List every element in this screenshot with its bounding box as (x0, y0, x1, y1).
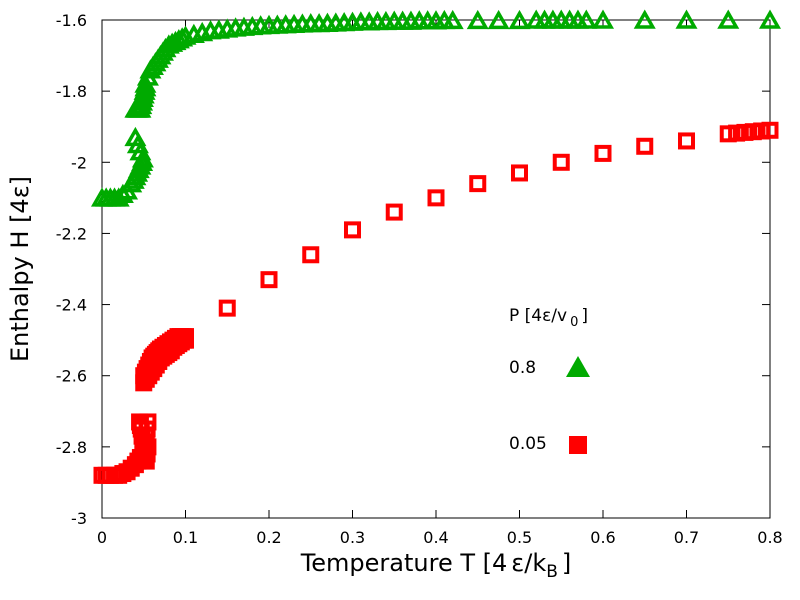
legend: P [4ε/v 0] 0.8 0.05 (509, 306, 590, 454)
x-tick-label: 0.3 (340, 528, 365, 547)
data-point-square (636, 137, 654, 155)
x-axis-label-sub: B (546, 562, 558, 582)
data-point-triangle (717, 9, 740, 29)
y-tick-label: -2.6 (56, 367, 87, 386)
data-point-triangle (131, 148, 154, 168)
x-tick-label: 0.8 (757, 528, 782, 547)
data-point-triangle (591, 9, 615, 29)
data-point-triangle (134, 77, 157, 97)
data-point-triangle (575, 9, 598, 29)
legend-label-0-05: 0.05 (509, 434, 547, 454)
data-point-square (594, 144, 612, 162)
x-tick-label: 0.2 (256, 528, 281, 547)
x-tick-label: 0.6 (590, 528, 615, 547)
x-axis-label-slash: /k (524, 549, 546, 577)
legend-marker-square (569, 436, 587, 454)
data-point-square (344, 221, 361, 239)
data-point-triangle (508, 9, 531, 30)
legend-title-sub: 0 (570, 315, 578, 330)
x-axis-label-main: Temperature T [4 (300, 549, 508, 577)
x-tick-label: 0.5 (507, 528, 532, 547)
legend-title-close: ] (581, 306, 588, 326)
data-point-triangle (633, 9, 656, 29)
legend-title: P [4ε/v 0] (509, 306, 588, 330)
y-tick-label: -1.6 (56, 11, 87, 30)
data-point-triangle (167, 29, 190, 49)
y-tick-label: -1.8 (56, 82, 87, 101)
series-layer (90, 9, 782, 484)
legend-label-0-8: 0.8 (509, 358, 536, 378)
data-point-square (761, 121, 779, 139)
data-point-square (177, 331, 194, 349)
data-point-square (218, 299, 236, 317)
series-triangle (90, 9, 782, 207)
data-point-square (511, 164, 528, 182)
data-point-square (131, 413, 149, 431)
data-point-square (260, 271, 278, 289)
plot-frame (101, 19, 771, 519)
data-point-square (427, 189, 445, 207)
data-point-triangle (441, 9, 464, 30)
x-ticks: 0 0.1 0.2 0.3 0.4 0.5 0.6 0.7 0.8 (97, 20, 783, 547)
y-tick-label: -3 (71, 509, 87, 528)
data-point-triangle (758, 9, 782, 29)
y-tick-label: -2.4 (56, 296, 87, 315)
legend-marker-triangle (566, 356, 590, 377)
data-point-square (385, 203, 403, 221)
data-point-square (678, 132, 695, 150)
data-point-triangle (111, 183, 134, 204)
data-point-square (469, 175, 487, 193)
y-tick-label: -2.8 (56, 438, 87, 457)
series-square (93, 121, 779, 484)
x-tick-label: 0.7 (674, 528, 699, 547)
data-point-square (302, 246, 320, 264)
x-axis-label-close: ] (562, 549, 571, 577)
data-point-triangle (675, 9, 698, 29)
x-axis-label: Temperature T [4 ε/kB] (300, 549, 572, 582)
x-tick-label: 0 (97, 528, 107, 547)
y-ticks: -3 -2.8 -2.6 -2.4 -2.2 -2 -1.8 -1.6 (56, 11, 770, 528)
data-point-triangle (466, 9, 489, 30)
x-axis-label-eps: ε (511, 549, 524, 577)
y-axis-label: Enthalpy H [4ε] (6, 176, 34, 362)
x-tick-label: 0.4 (423, 528, 448, 547)
data-point-triangle (487, 9, 510, 30)
x-tick-label: 0.1 (173, 528, 198, 547)
y-tick-label: -2 (71, 153, 87, 172)
y-tick-label: -2.2 (56, 224, 87, 243)
data-point-square (552, 153, 570, 171)
legend-title-main: P [4ε/v (509, 306, 567, 326)
